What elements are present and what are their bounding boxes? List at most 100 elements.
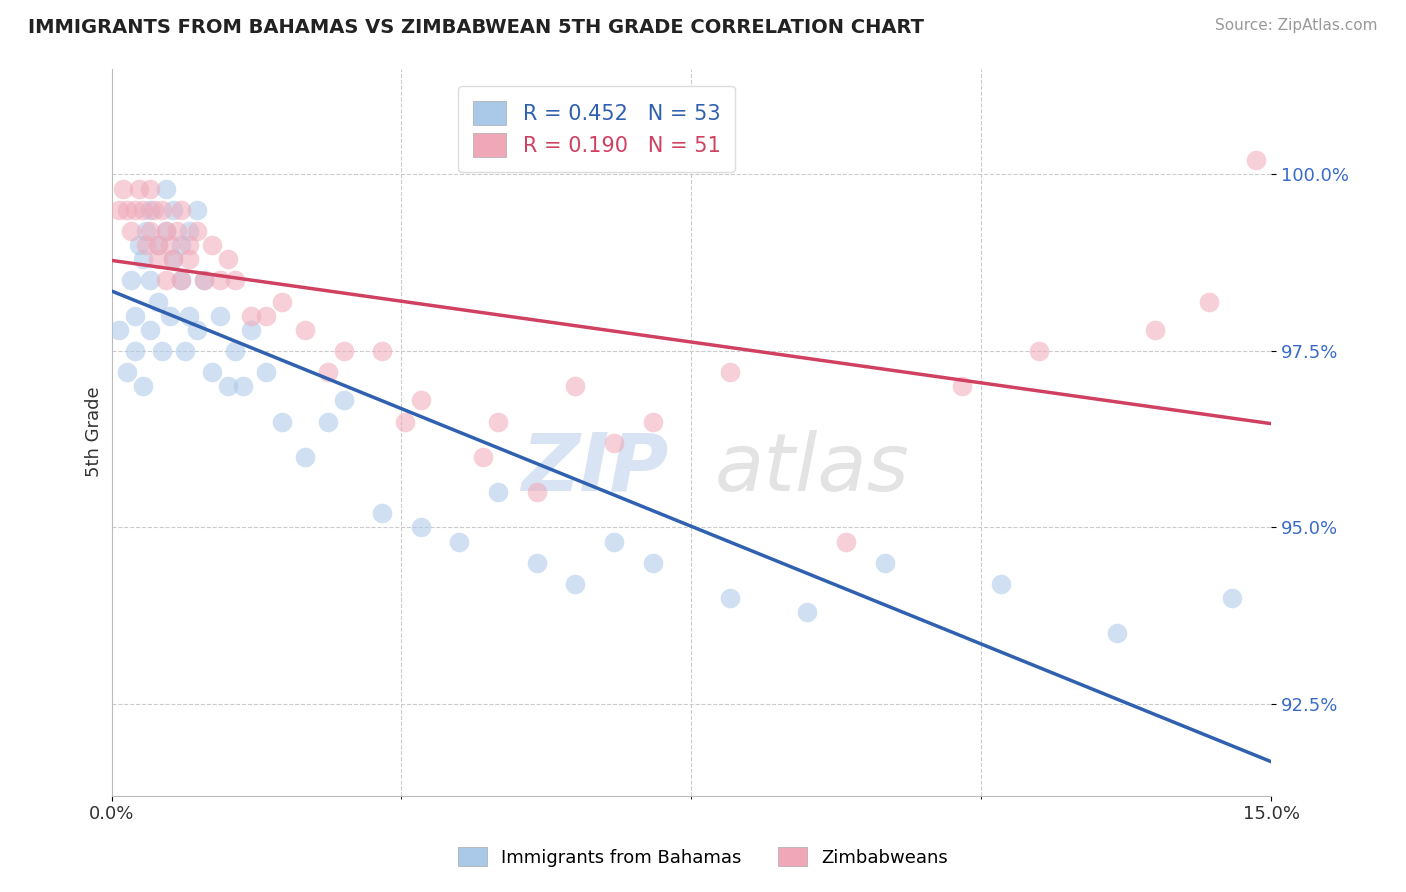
Point xyxy=(128,238,150,252)
Point xyxy=(526,485,548,500)
Point xyxy=(232,379,254,393)
Point xyxy=(224,273,246,287)
Point xyxy=(155,181,177,195)
Point xyxy=(120,224,142,238)
Point xyxy=(873,556,896,570)
Text: IMMIGRANTS FROM BAHAMAS VS ZIMBABWEAN 5TH GRADE CORRELATION CHART: IMMIGRANTS FROM BAHAMAS VS ZIMBABWEAN 5T… xyxy=(28,18,924,37)
Point xyxy=(641,556,664,570)
Point xyxy=(294,323,316,337)
Point xyxy=(146,252,169,267)
Point xyxy=(486,415,509,429)
Point xyxy=(208,273,231,287)
Point xyxy=(270,294,292,309)
Point xyxy=(294,450,316,464)
Legend: R = 0.452   N = 53, R = 0.190   N = 51: R = 0.452 N = 53, R = 0.190 N = 51 xyxy=(458,87,735,172)
Point xyxy=(254,309,277,323)
Point xyxy=(449,534,471,549)
Point xyxy=(139,224,162,238)
Point xyxy=(409,393,432,408)
Point xyxy=(371,506,394,520)
Point xyxy=(217,252,239,267)
Point xyxy=(146,294,169,309)
Point xyxy=(239,323,262,337)
Text: atlas: atlas xyxy=(714,430,910,508)
Point xyxy=(239,309,262,323)
Point xyxy=(170,202,193,217)
Point xyxy=(108,202,131,217)
Point xyxy=(170,238,193,252)
Point xyxy=(124,309,146,323)
Point xyxy=(139,273,162,287)
Point xyxy=(371,343,394,358)
Point xyxy=(155,224,177,238)
Point xyxy=(526,556,548,570)
Point xyxy=(316,415,339,429)
Point xyxy=(1105,626,1128,640)
Point xyxy=(159,238,181,252)
Point xyxy=(162,202,184,217)
Point xyxy=(155,224,177,238)
Point xyxy=(108,323,131,337)
Point xyxy=(564,577,586,591)
Point xyxy=(115,365,138,379)
Point xyxy=(208,309,231,323)
Point xyxy=(162,252,184,267)
Point xyxy=(718,591,741,605)
Point xyxy=(409,520,432,534)
Text: ZIP: ZIP xyxy=(520,430,668,508)
Point xyxy=(174,343,197,358)
Point xyxy=(796,605,818,619)
Point xyxy=(177,252,200,267)
Point xyxy=(486,485,509,500)
Point xyxy=(139,323,162,337)
Point xyxy=(150,343,173,358)
Point xyxy=(990,577,1012,591)
Point xyxy=(603,435,626,450)
Point xyxy=(1144,323,1167,337)
Point xyxy=(394,415,416,429)
Y-axis label: 5th Grade: 5th Grade xyxy=(86,387,103,477)
Point xyxy=(224,343,246,358)
Point xyxy=(254,365,277,379)
Point xyxy=(120,273,142,287)
Point xyxy=(131,202,153,217)
Point xyxy=(186,224,208,238)
Point xyxy=(112,181,135,195)
Point xyxy=(155,273,177,287)
Point xyxy=(177,309,200,323)
Point xyxy=(1222,591,1244,605)
Point xyxy=(139,202,162,217)
Point xyxy=(135,224,157,238)
Point xyxy=(139,181,162,195)
Text: Source: ZipAtlas.com: Source: ZipAtlas.com xyxy=(1215,18,1378,33)
Point xyxy=(316,365,339,379)
Point xyxy=(201,238,224,252)
Point xyxy=(166,224,188,238)
Point xyxy=(170,273,193,287)
Point xyxy=(124,343,146,358)
Point xyxy=(170,273,193,287)
Point xyxy=(128,181,150,195)
Point xyxy=(193,273,215,287)
Point xyxy=(332,393,354,408)
Point xyxy=(1028,343,1050,358)
Point xyxy=(177,238,200,252)
Point xyxy=(124,202,146,217)
Point xyxy=(217,379,239,393)
Point xyxy=(201,365,224,379)
Point xyxy=(186,202,208,217)
Point xyxy=(131,252,153,267)
Point xyxy=(135,238,157,252)
Point xyxy=(150,202,173,217)
Point xyxy=(603,534,626,549)
Point xyxy=(1244,153,1267,168)
Point xyxy=(131,379,153,393)
Point xyxy=(1198,294,1220,309)
Legend: Immigrants from Bahamas, Zimbabweans: Immigrants from Bahamas, Zimbabweans xyxy=(451,840,955,874)
Point xyxy=(950,379,973,393)
Point xyxy=(115,202,138,217)
Point xyxy=(159,309,181,323)
Point xyxy=(641,415,664,429)
Point xyxy=(143,202,166,217)
Point xyxy=(471,450,494,464)
